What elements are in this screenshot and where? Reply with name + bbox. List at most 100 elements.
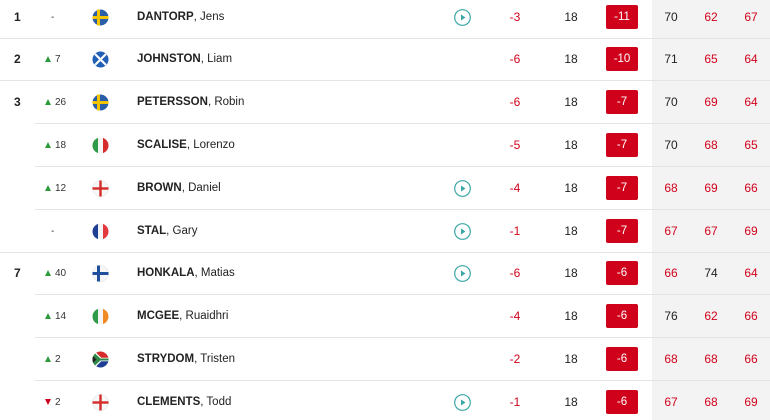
holes-thru: 18 <box>564 137 578 152</box>
up-arrow <box>45 270 51 277</box>
player-name: DANTORP, Jens <box>137 10 225 23</box>
player-row: 1 - DANTORP, Jens -3 18 -11 70 62 67 <box>0 0 770 39</box>
position: 2 <box>14 52 21 67</box>
round-score: 67 <box>704 223 718 238</box>
round-score: 65 <box>704 52 718 67</box>
total-score: -7 <box>606 90 638 115</box>
up-arrow <box>45 99 51 106</box>
round-score: 64 <box>744 52 758 67</box>
round-score: 70 <box>664 9 678 24</box>
movement: 26 <box>55 97 67 109</box>
round-score: 67 <box>664 223 678 238</box>
player-row: 2 STRYDOM, Tristen -2 18 -6 68 68 66 <box>0 338 770 381</box>
up-arrow <box>45 184 51 191</box>
round-score: 64 <box>744 95 758 110</box>
player-row: 2 7 JOHNSTON, Liam -6 18 -10 71 65 64 <box>0 38 770 82</box>
player-row: 7 40 HONKALA, Matias -6 18 -6 66 74 64 <box>0 252 770 296</box>
movement: - <box>51 225 55 237</box>
row-separator <box>35 379 770 381</box>
holes-thru: 18 <box>564 351 578 366</box>
flag-icon <box>92 308 109 325</box>
today-score: -1 <box>509 223 521 238</box>
movement: 18 <box>55 139 67 151</box>
today-score: -1 <box>509 394 521 409</box>
flag-icon <box>92 223 109 240</box>
round-score: 64 <box>744 266 758 281</box>
round-score: 74 <box>704 266 718 281</box>
round-score: 68 <box>664 351 678 366</box>
position: 7 <box>14 266 21 281</box>
round-score: 68 <box>664 180 678 195</box>
holes-thru: 18 <box>564 394 578 409</box>
up-arrow <box>45 355 51 362</box>
row-separator <box>0 251 770 253</box>
today-score: -2 <box>509 351 521 366</box>
today-score: -4 <box>509 309 521 324</box>
player-name: SCALISE, Lorenzo <box>137 138 235 151</box>
movement: 40 <box>55 268 67 280</box>
video-button[interactable] <box>454 222 471 240</box>
movement: 7 <box>55 54 61 66</box>
holes-thru: 18 <box>564 309 578 324</box>
total-score: -6 <box>606 346 638 371</box>
total-score: -7 <box>606 218 638 243</box>
total-score: -6 <box>606 261 638 286</box>
flag-icon <box>92 137 109 154</box>
round-score: 68 <box>704 394 718 409</box>
row-separator <box>35 165 770 167</box>
player-name: STRYDOM, Tristen <box>137 352 235 365</box>
holes-thru: 18 <box>564 9 578 24</box>
player-name: BROWN, Daniel <box>137 181 221 194</box>
round-score: 66 <box>744 180 758 195</box>
video-button[interactable] <box>454 265 471 283</box>
video-button[interactable] <box>454 179 471 197</box>
player-row: 18 SCALISE, Lorenzo -5 18 -7 70 68 65 <box>0 124 770 167</box>
today-score: -3 <box>509 9 521 24</box>
today-score: -4 <box>509 180 521 195</box>
round-score: 68 <box>704 137 718 152</box>
flag-icon <box>92 393 109 411</box>
holes-thru: 18 <box>564 95 578 110</box>
round-score: 67 <box>664 394 678 409</box>
flag-icon <box>92 265 109 283</box>
player-row: 2 CLEMENTS, Todd -1 18 -6 67 68 69 <box>0 381 770 420</box>
today-score: -6 <box>509 266 521 281</box>
player-name: HONKALA, Matias <box>137 267 235 280</box>
row-separator <box>35 208 770 210</box>
row-separator <box>35 294 770 296</box>
movement: 12 <box>55 182 67 194</box>
total-score: -6 <box>606 389 638 414</box>
today-score: -5 <box>509 137 521 152</box>
round-score: 66 <box>664 266 678 281</box>
total-score: -11 <box>606 4 638 29</box>
player-row: 14 MCGEE, Ruaidhri -4 18 -6 76 62 66 <box>0 295 770 339</box>
position: 1 <box>14 9 21 24</box>
row-separator <box>35 337 770 339</box>
round-score: 69 <box>744 394 758 409</box>
up-arrow <box>45 141 51 148</box>
row-separator <box>0 80 770 82</box>
video-button[interactable] <box>454 393 471 411</box>
player-name: STAL, Gary <box>137 224 198 237</box>
round-score: 70 <box>664 95 678 110</box>
flag-icon <box>92 51 109 68</box>
round-score: 69 <box>744 223 758 238</box>
holes-thru: 18 <box>564 266 578 281</box>
up-arrow <box>45 313 51 320</box>
holes-thru: 18 <box>564 223 578 238</box>
down-arrow <box>45 398 51 405</box>
rounds-background <box>652 0 770 420</box>
player-name: CLEMENTS, Todd <box>137 395 232 408</box>
total-score: -7 <box>606 132 638 157</box>
position: 3 <box>14 95 21 110</box>
flag-icon <box>92 9 109 26</box>
player-row: 3 26 PETERSSON, Robin -6 18 -7 70 69 64 <box>0 81 770 125</box>
round-score: 70 <box>664 137 678 152</box>
holes-thru: 18 <box>564 180 578 195</box>
video-button[interactable] <box>454 8 471 26</box>
round-score: 62 <box>704 9 718 24</box>
round-score: 76 <box>664 309 678 324</box>
player-name: JOHNSTON, Liam <box>137 53 233 66</box>
row-separator <box>0 37 770 39</box>
